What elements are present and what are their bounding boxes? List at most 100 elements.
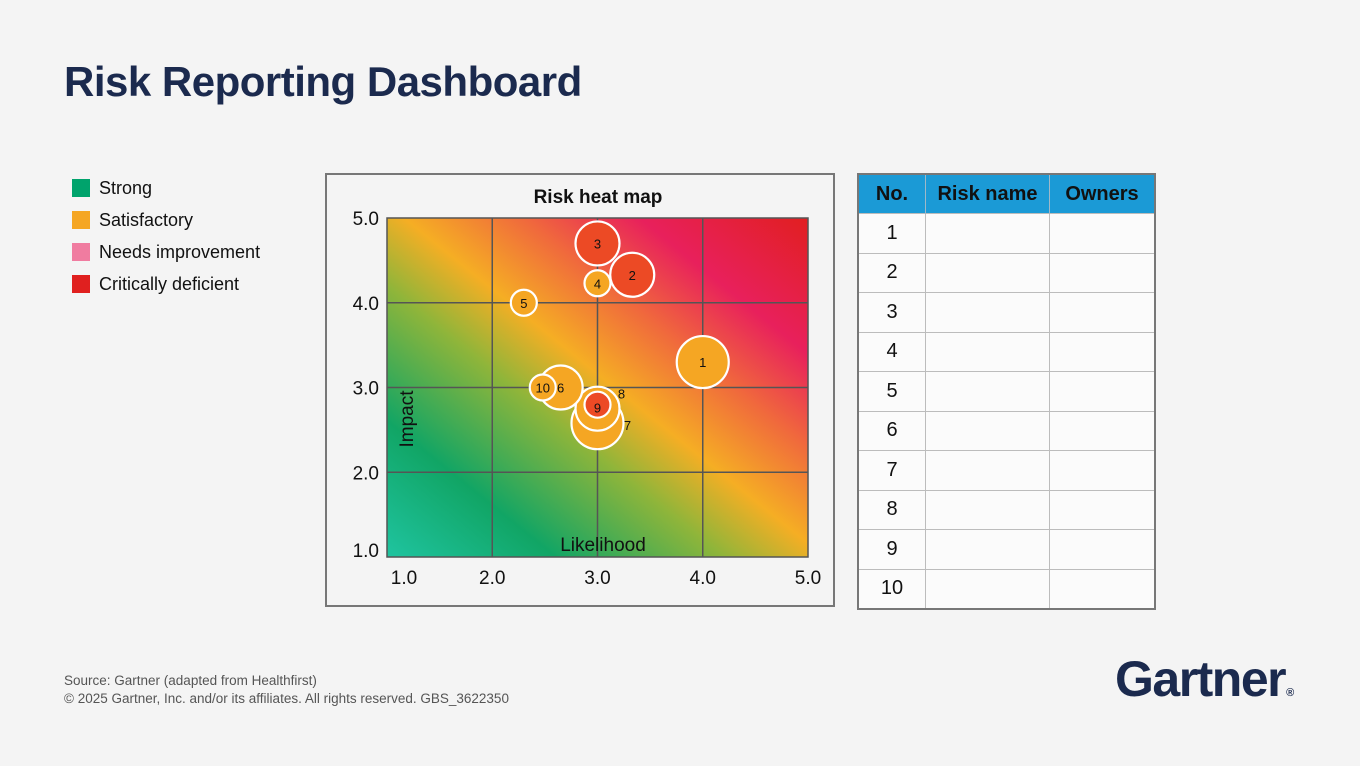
table-row: 6 [857,410,1156,451]
risk-bubble [583,390,612,419]
legend-label: Satisfactory [99,209,194,230]
legend-item-critically-deficient: Critically deficient [72,268,260,300]
legend-item-strong: Strong [72,172,260,204]
cell-no: 1 [857,213,926,254]
legend-swatch-critically-deficient [72,275,90,293]
cell-risk-name [925,450,1050,491]
legend-label: Strong [99,177,153,198]
risk-bubble-label: 10 [536,381,550,396]
table-row: 3 [857,292,1156,333]
y-tick-label: 1.0 [353,541,379,562]
risk-bubble [609,251,656,298]
copyright-note: © 2025 Gartner, Inc. and/or its affiliat… [64,691,509,706]
cell-no: 8 [857,489,926,530]
x-axis-label: Likelihood [560,535,646,556]
risk-bubble-label: 1 [699,355,706,370]
legend: Strong Satisfactory Needs improvement Cr… [72,172,260,300]
cell-owner [1049,252,1156,293]
cell-risk-name [925,410,1050,451]
y-tick-label: 4.0 [353,294,379,315]
page-title: Risk Reporting Dashboard [64,58,582,105]
cell-risk-name [925,489,1050,530]
legend-label: Critically deficient [99,273,240,294]
x-tick-label: 1.0 [391,568,417,589]
column-header-no: No. [858,174,926,214]
cell-no: 5 [857,371,926,412]
cell-no: 7 [857,450,926,491]
y-axis-label: Impact [397,390,418,448]
cell-owner [1049,331,1156,372]
risk-bubble-label: 9 [594,401,601,416]
risk-bubble [675,334,730,390]
risk-bubble [528,373,557,402]
risk-heat-map-panel: Risk heat map 1.0 2.0 3.0 4.0 5.0 1.0 2.0 3.0 4.… [325,173,835,607]
cell-owner [1049,489,1156,530]
cell-risk-name [925,371,1050,412]
logo-text: Gartner [1115,651,1287,707]
y-tick-label: 2.0 [353,463,379,484]
table-row: 7 [857,450,1156,491]
legend-swatch-satisfactory [72,211,90,229]
risk-bubble-label: 6 [557,381,564,396]
x-tick-label: 2.0 [479,568,505,589]
footer: Source: Gartner (adapted from Healthfirs… [64,672,509,708]
risk-heat-map-chart: Risk heat map 1.0 2.0 3.0 4.0 5.0 1.0 2.0 3.0 4.… [353,187,822,589]
x-tick-label: 3.0 [584,568,610,589]
table-row: 4 [857,331,1156,372]
cell-no: 3 [857,292,926,333]
legend-label: Needs improvement [99,241,261,262]
x-tick-label: 5.0 [795,568,821,589]
cell-no: 9 [857,529,926,570]
cell-no: 4 [857,331,926,372]
cell-owner [1049,213,1156,254]
risk-bubble [574,220,621,267]
legend-item-satisfactory: Satisfactory [72,204,260,236]
table-row: 10 [857,568,1156,610]
risk-bubble-label: 2 [629,268,636,283]
cell-risk-name [925,292,1050,333]
risk-bubbles: 7 8 9 1 2 3 4 5 6 10 [509,220,730,451]
legend-swatch-needs-improvement [72,243,90,261]
cell-risk-name [925,568,1050,610]
table-body: 1 2 3 4 5 6 7 8 9 10 [857,213,1156,610]
column-header-owners: Owners [1049,174,1156,214]
risk-table: No. Risk name Owners 1 2 3 4 5 6 7 8 9 10 [857,173,1156,610]
cell-no: 2 [857,252,926,293]
risk-bubble-label: 8 [618,387,625,402]
registered-mark: ® [1286,687,1295,699]
risk-bubble-label: 7 [624,418,631,433]
cell-owner [1049,450,1156,491]
cell-owner [1049,371,1156,412]
axis-ticks: 1.0 2.0 3.0 4.0 5.0 1.0 2.0 3.0 4.0 5.0 [353,209,822,589]
table-row: 2 [857,252,1156,293]
source-note: Source: Gartner (adapted from Healthfirs… [64,673,317,688]
cell-no: 6 [857,410,926,451]
gartner-logo: Gartner® [1115,650,1294,708]
legend-swatch-strong [72,179,90,197]
y-tick-label: 3.0 [353,379,379,400]
cell-risk-name [925,529,1050,570]
y-tick-label: 5.0 [353,209,379,230]
risk-bubble [583,269,612,298]
cell-no: 10 [857,568,926,610]
table-row: 5 [857,371,1156,412]
legend-item-needs-improvement: Needs improvement [72,236,260,268]
x-tick-label: 4.0 [690,568,716,589]
cell-owner [1049,529,1156,570]
cell-owner [1049,410,1156,451]
risk-bubble [509,288,538,317]
chart-title: Risk heat map [534,187,663,208]
cell-risk-name [925,331,1050,372]
cell-owner [1049,292,1156,333]
risk-bubble-label: 3 [594,236,601,251]
cell-owner [1049,568,1156,610]
cell-risk-name [925,213,1050,254]
table-row: 9 [857,529,1156,570]
table-row: 1 [857,213,1156,254]
risk-bubble-label: 4 [594,276,601,291]
cell-risk-name [925,252,1050,293]
table-header-row: No. Risk name Owners [858,174,1156,214]
table-row: 8 [857,489,1156,530]
risk-bubble-label: 5 [520,296,527,311]
column-header-risk-name: Risk name [925,174,1050,214]
